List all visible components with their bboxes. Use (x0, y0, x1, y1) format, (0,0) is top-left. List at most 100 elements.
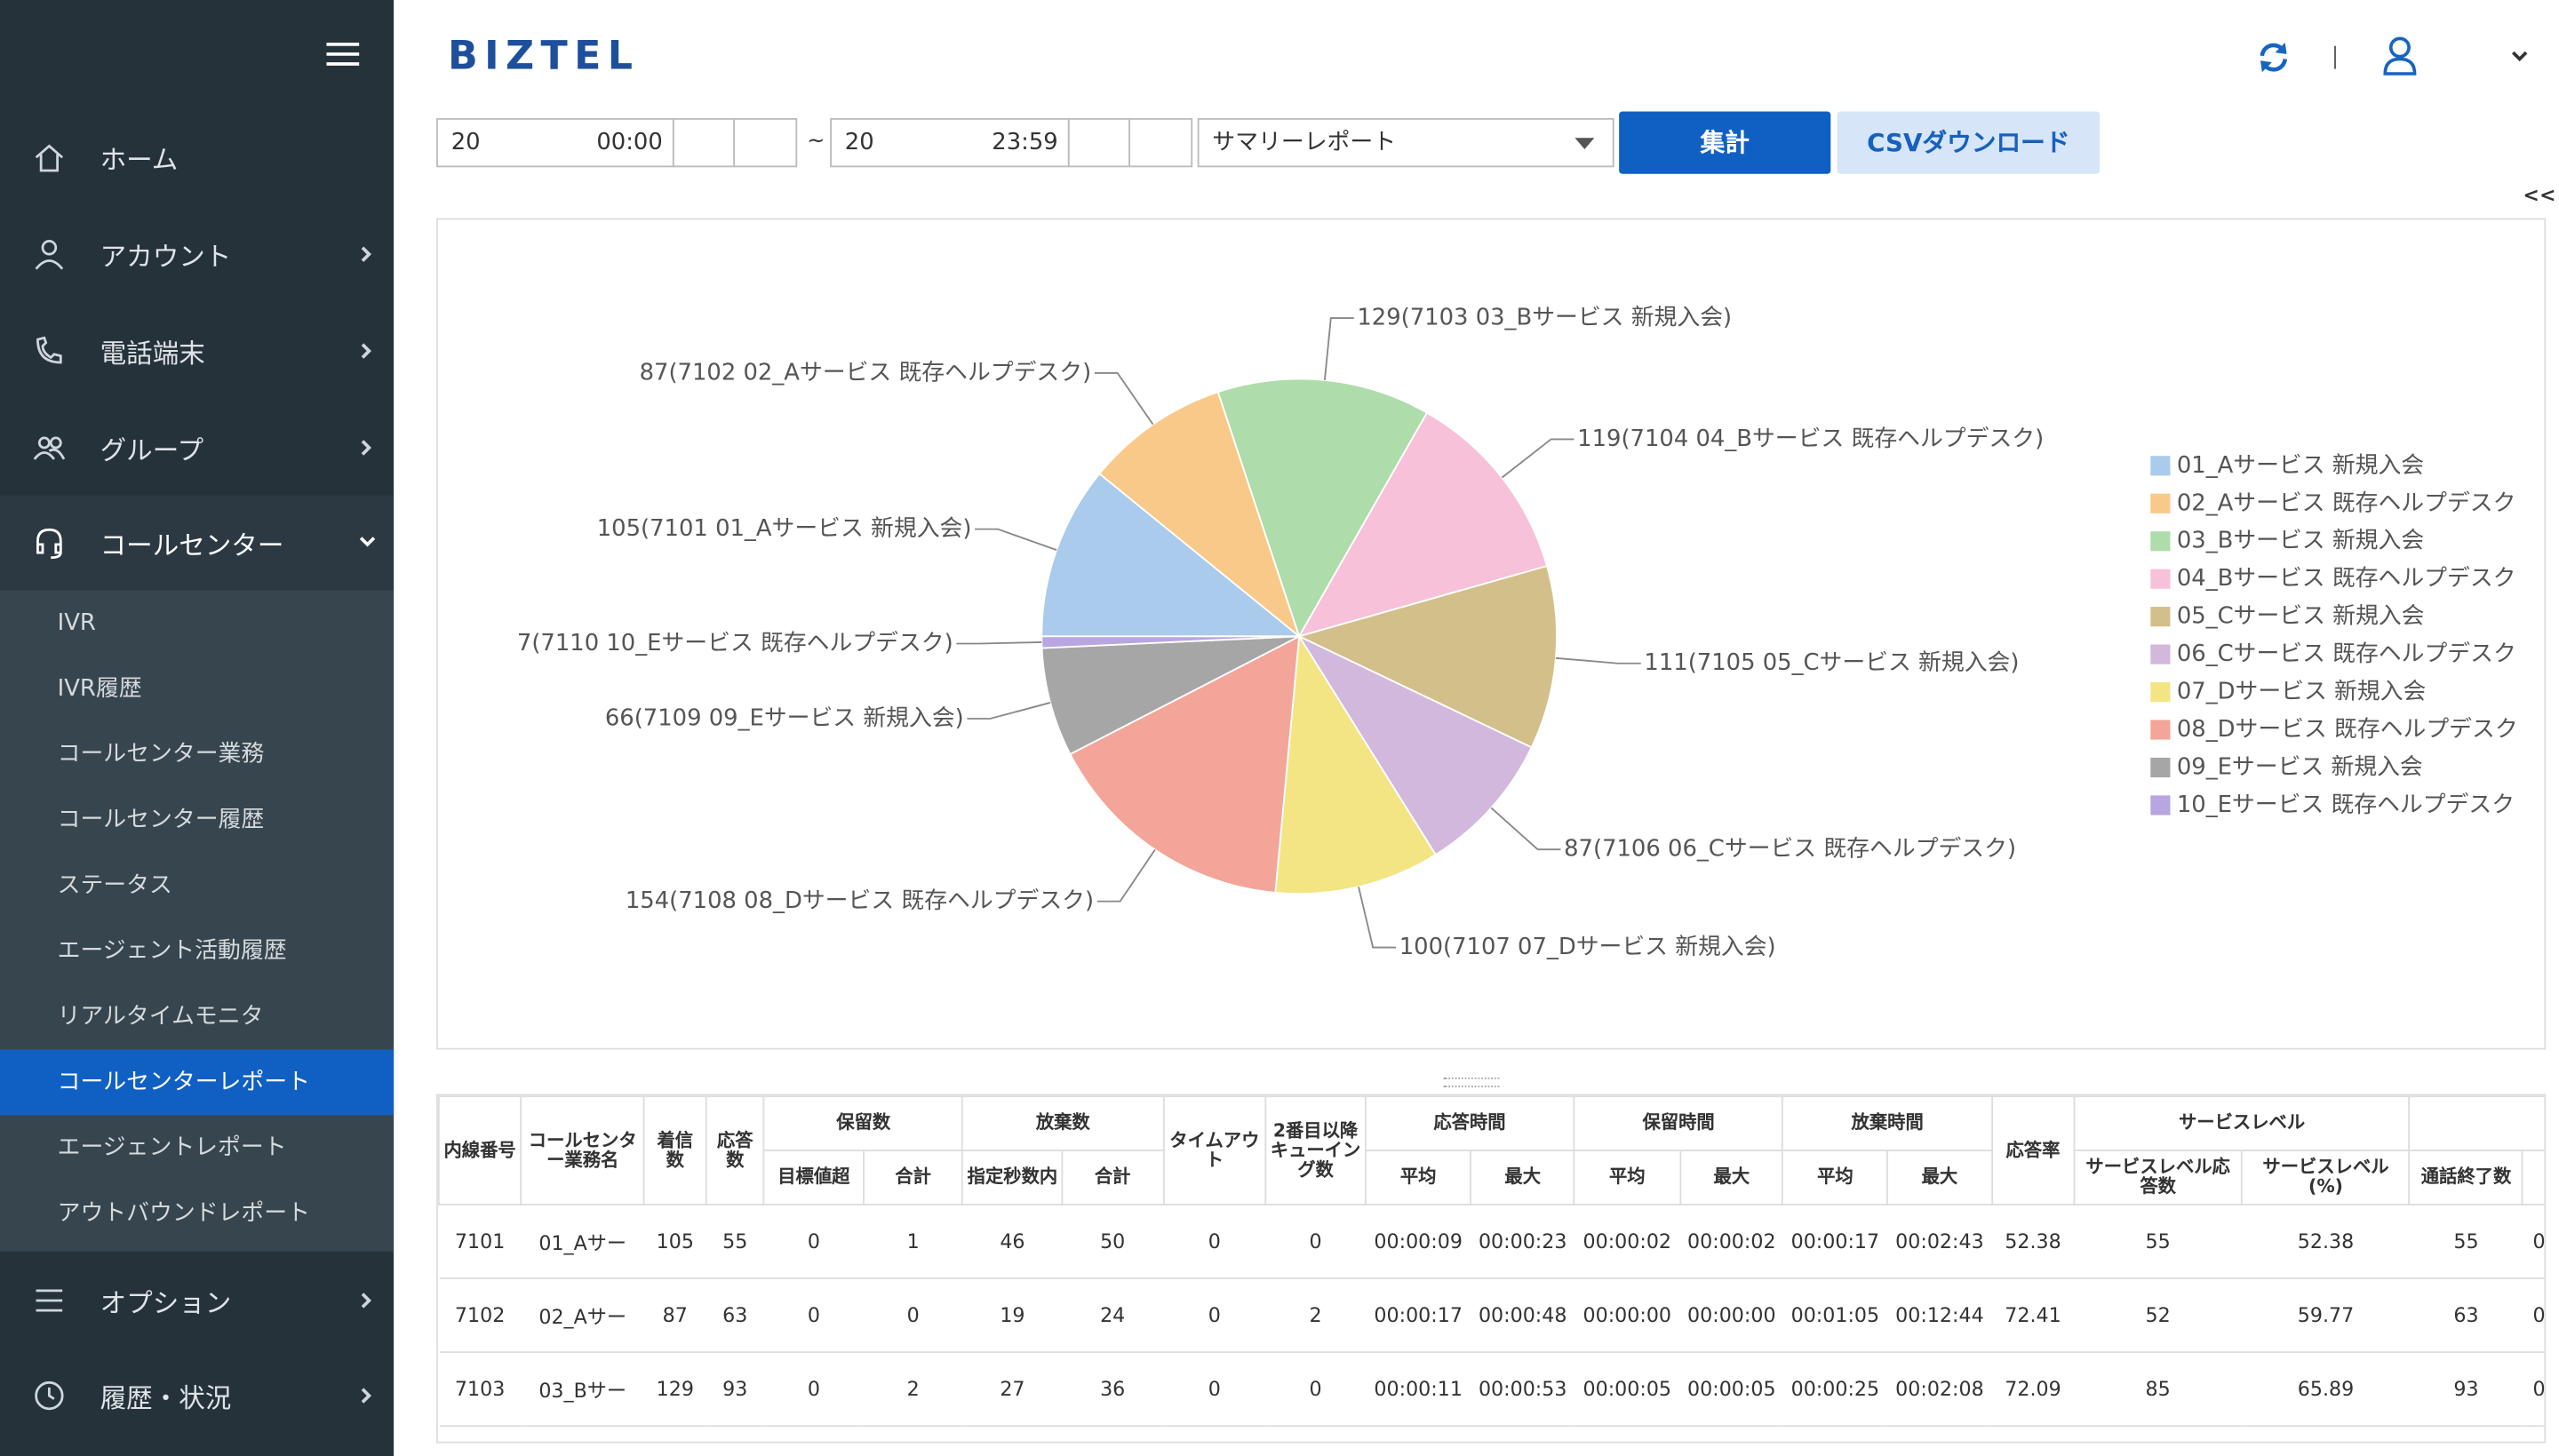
date-text: 20 (450, 129, 481, 156)
subheader: 最大 (1886, 1150, 1993, 1205)
header: 応答時間 (1364, 1095, 1575, 1151)
cell: 7103 (438, 1352, 522, 1428)
legend-swatch (2150, 607, 2171, 627)
legend-swatch (2150, 456, 2171, 476)
nav-home[interactable]: ホーム (0, 110, 394, 205)
subheader: 通話終了数 (2409, 1150, 2524, 1205)
cell: 00:00:11 (1365, 1352, 1471, 1428)
clock-button[interactable] (1128, 117, 1193, 168)
leader-line (956, 640, 1042, 645)
cell: 0 (1163, 1352, 1266, 1428)
cell: 03_Bサー (521, 1352, 645, 1428)
pie-slice (1216, 378, 1429, 639)
sub-item[interactable]: IVR (57, 609, 96, 637)
time-text: 23:59 (992, 129, 1058, 156)
header: 保留数 (763, 1095, 964, 1151)
cell: 72.41 (1991, 1278, 2075, 1354)
sub-item[interactable]: エージェントレポート (57, 1134, 287, 1162)
header: タイムアウト (1162, 1095, 1267, 1205)
nav-label: アカウント (100, 241, 232, 273)
calendar-button[interactable] (1067, 117, 1130, 168)
report-select[interactable]: サマリーレポート (1197, 117, 1614, 168)
to-date[interactable]: 20 23:59 (830, 117, 1070, 168)
nav-account[interactable]: アカウント (0, 207, 394, 302)
cell: 65.89 (2242, 1352, 2410, 1428)
leader-line (1501, 438, 1574, 479)
cell: 46 (962, 1204, 1063, 1279)
cell: 0 (763, 1278, 864, 1354)
nav-group[interactable]: グループ (0, 400, 394, 495)
slice-label: 7(7110 10_Eサービス 既存ヘルプデスク) (517, 630, 953, 656)
nav-option[interactable]: オプション (0, 1253, 394, 1348)
cell: 52.38 (1991, 1204, 2075, 1279)
nav-phone[interactable]: 電話端末 (0, 304, 394, 399)
cell: 7101 (438, 1204, 522, 1279)
legend-label: 01_Aサービス 新規入会 (2177, 452, 2424, 479)
cell: 2 (1265, 1278, 1366, 1354)
sub-item[interactable]: リアルタイムモニタ (57, 1003, 264, 1030)
legend-swatch (2150, 569, 2171, 589)
cell: 00:00:02 (1574, 1204, 1681, 1279)
refresh-button[interactable] (2255, 39, 2292, 76)
slice-label: 154(7108 08_Dサービス 既存ヘルプデスク) (626, 887, 1094, 914)
cell: 00:00:4 (2523, 1204, 2545, 1279)
cell: 50 (1062, 1204, 1164, 1279)
subheader: 平均 (1573, 1150, 1681, 1205)
nav-history[interactable]: 履歴・状況 (0, 1349, 394, 1444)
nav-label: 電話端末 (100, 338, 205, 370)
cell: 55 (2074, 1204, 2243, 1279)
leader-line (1094, 372, 1154, 426)
cell: 52 (2074, 1278, 2243, 1354)
subheader: 平均 (2522, 1150, 2545, 1205)
sub-item[interactable]: コールセンター業務 (57, 741, 265, 768)
user-icon[interactable] (2382, 36, 2419, 76)
submit-button[interactable]: 集計 (1619, 111, 1831, 174)
nav-callcenter[interactable]: コールセンター (0, 495, 395, 591)
cell: 00:00:05 (1574, 1352, 1681, 1428)
legend-label: 08_Dサービス 既存ヘルプデスク (2177, 716, 2518, 743)
cell: 7102 (438, 1278, 522, 1354)
sub-item[interactable]: コールセンター履歴 (57, 807, 265, 833)
cell: 00:01:3 (2523, 1352, 2545, 1428)
leader-line (1323, 317, 1354, 380)
cell: 59.77 (2242, 1278, 2410, 1354)
cell: 00:00:23 (1471, 1204, 1574, 1279)
cell: 00:02:43 (1887, 1204, 1992, 1279)
leader-line (1555, 656, 1641, 664)
cell: 00:00:25 (1782, 1352, 1888, 1428)
pie-slice (1296, 564, 1558, 749)
legend-label: 09_Eサービス 新規入会 (2177, 753, 2423, 780)
leader-line (1490, 807, 1561, 851)
cell: 0 (763, 1352, 864, 1428)
slice-label: 87(7102 02_Aサービス 既存ヘルプデスク) (640, 359, 1092, 386)
calendar-button[interactable] (672, 117, 736, 168)
legend-swatch (2150, 531, 2171, 552)
sub-item[interactable]: エージェント活動履歴 (57, 937, 287, 965)
cell: 63 (2409, 1278, 2523, 1354)
from-date[interactable]: 20 00:00 (436, 117, 674, 168)
cell: 01_Aサー (521, 1204, 645, 1279)
legend-swatch (2150, 681, 2171, 703)
menu-button[interactable] (326, 41, 360, 68)
subheader: 合計 (1061, 1150, 1164, 1205)
resize-handle[interactable] (1443, 1077, 1500, 1087)
sub-item[interactable]: IVR履歴 (57, 675, 142, 703)
header: 応答率 (1990, 1095, 2076, 1205)
clock-button[interactable] (733, 117, 798, 168)
subheader: 最大 (1470, 1150, 1575, 1205)
cell: 129 (644, 1352, 706, 1428)
sub-item[interactable]: コールセンターレポート (0, 1049, 395, 1116)
table-panel: 内線番号 コールセンター業務名 着信数 応答数 保留数 放棄数 タイムアウト 2… (436, 1094, 2547, 1444)
report-table: 内線番号 コールセンター業務名 着信数 応答数 保留数 放棄数 タイムアウト 2… (437, 1095, 2545, 1428)
cell: 00:00:17 (1782, 1204, 1888, 1279)
csv-button[interactable]: CSVダウンロード (1837, 111, 2101, 174)
select-text: サマリーレポート (1212, 129, 1397, 156)
sub-item[interactable]: ステータス (57, 872, 172, 899)
cell: 00:02:08 (1887, 1352, 1992, 1428)
chart-panel: 105(7101 01_Aサービス 新規入会) 87(7102 02_Aサービス … (436, 218, 2547, 1050)
header: コールセンター業務名 (520, 1095, 646, 1205)
table-row: 7102 02_Aサー 87 63 0 0 19 24 0 2 00:00:17 00:00:48 00… (438, 1278, 2545, 1354)
sub-item[interactable]: アウトバウンドレポート (57, 1200, 310, 1227)
collapse-button[interactable]: << (2523, 183, 2556, 207)
cell: 00:00:00 (1574, 1278, 1681, 1354)
